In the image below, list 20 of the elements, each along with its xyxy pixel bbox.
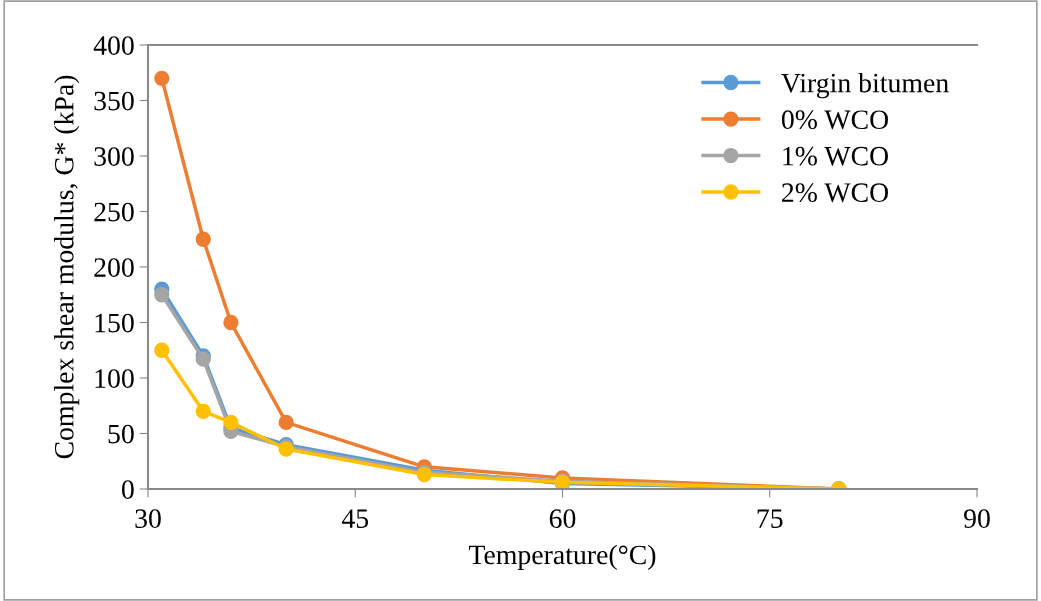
y-tick-label: 50	[108, 424, 134, 444]
x-axis-title: Temperature(°C)	[468, 544, 656, 570]
legend-label: Virgin bitumen	[781, 72, 949, 99]
x-tick-label: 90	[964, 509, 990, 528]
legend-label: 0% WCO	[781, 110, 889, 130]
y-axis-title: Complex shear modulus, G* (kPa)	[54, 75, 80, 459]
x-tick-label: 45	[341, 509, 369, 528]
x-tick-label: 75	[757, 509, 783, 528]
y-tick-label: 250	[94, 202, 134, 222]
y-tick-label: 100	[95, 369, 134, 388]
x-tick-label: 30	[135, 509, 161, 528]
y-tick-label: 150	[95, 313, 134, 333]
y-tick-label: 400	[93, 36, 134, 55]
y-tick-label: 350	[94, 91, 134, 111]
y-tick-label: 0	[121, 480, 134, 499]
legend-label: 2% WCO	[782, 183, 889, 203]
y-tick-label: 300	[94, 147, 134, 166]
x-tick-label: 60	[549, 509, 576, 528]
legend-label: 1% WCO	[783, 146, 889, 166]
y-tick-label: 200	[94, 258, 134, 277]
